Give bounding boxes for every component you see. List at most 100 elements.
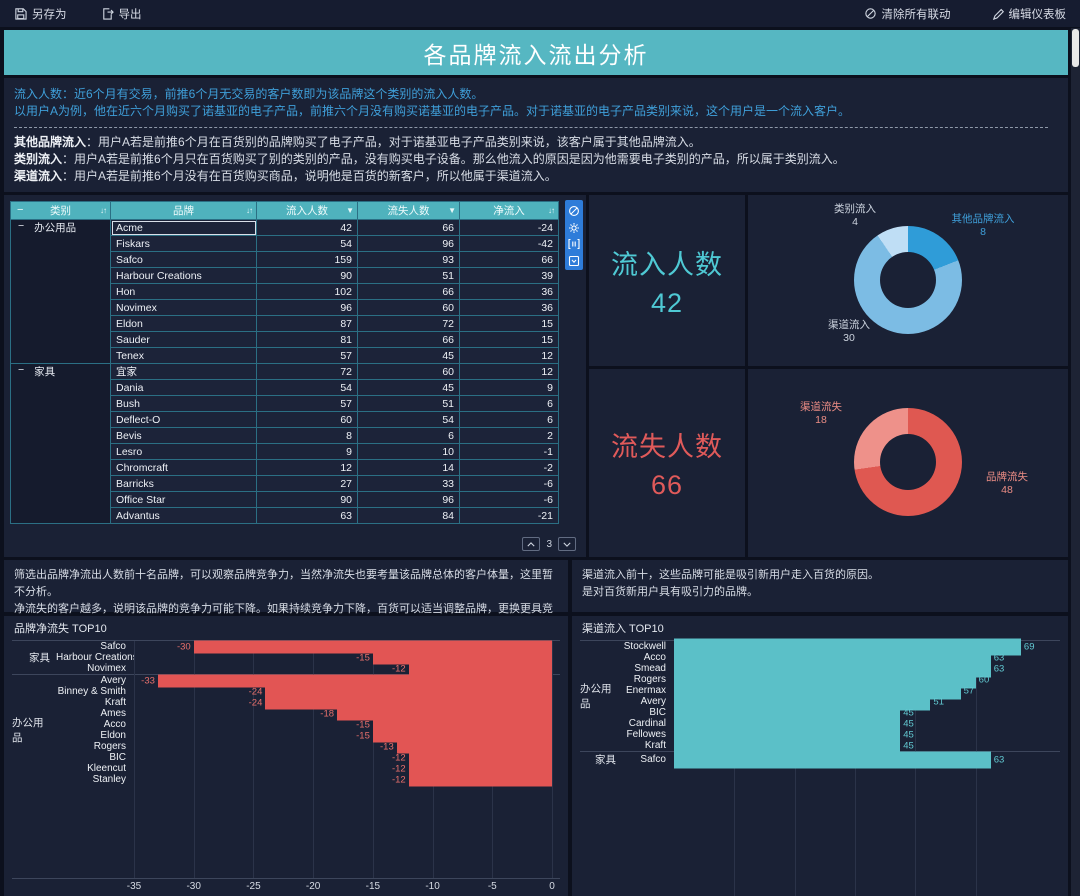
outflow-cell[interactable]: 96 xyxy=(357,491,460,508)
outflow-cell[interactable]: 66 xyxy=(357,283,460,300)
inflow-cell[interactable]: 102 xyxy=(256,283,358,300)
carousel-icon[interactable] xyxy=(568,237,580,250)
net-cell[interactable]: 36 xyxy=(459,299,559,316)
category-cell[interactable]: − 家具 xyxy=(10,363,111,524)
brand-cell[interactable]: Deflect-O xyxy=(110,411,257,428)
net-cell[interactable]: -6 xyxy=(459,475,559,492)
inflow-cell[interactable]: 72 xyxy=(256,363,358,380)
inflow-cell[interactable]: 96 xyxy=(256,299,358,316)
outflow-cell[interactable]: 6 xyxy=(357,427,460,444)
collapse-group-icon[interactable]: − xyxy=(18,364,25,377)
clear-selection-icon[interactable] xyxy=(568,204,580,217)
brand-cell[interactable]: Novimex xyxy=(110,299,257,316)
bar[interactable] xyxy=(408,773,552,786)
save-as-button[interactable]: 另存为 xyxy=(14,6,67,22)
inflow-cell[interactable]: 57 xyxy=(256,395,358,412)
outflow-cell[interactable]: 14 xyxy=(357,459,460,476)
inflow-cell[interactable]: 60 xyxy=(256,411,358,428)
inflow-cell[interactable]: 8 xyxy=(256,427,358,444)
net-cell[interactable]: -1 xyxy=(459,443,559,460)
inflow-cell[interactable]: 57 xyxy=(256,347,358,364)
brand-cell[interactable]: Barricks xyxy=(110,475,257,492)
brand-cell[interactable]: Chromcraft xyxy=(110,459,257,476)
inflow-cell[interactable]: 159 xyxy=(256,251,358,268)
outflow-cell[interactable]: 93 xyxy=(357,251,460,268)
outflow-cell[interactable]: 33 xyxy=(357,475,460,492)
bar[interactable] xyxy=(265,685,552,698)
bar[interactable] xyxy=(408,762,552,775)
bar[interactable] xyxy=(408,662,552,675)
outflow-cell[interactable]: 45 xyxy=(357,347,460,364)
inflow-cell[interactable]: 42 xyxy=(256,219,358,236)
inflow-cell[interactable]: 87 xyxy=(256,315,358,332)
inflow-cell[interactable]: 12 xyxy=(256,459,358,476)
outflow-cell[interactable]: 96 xyxy=(357,235,460,252)
inflow-cell[interactable]: 90 xyxy=(256,491,358,508)
outflow-donut-chart[interactable] xyxy=(854,408,962,516)
brand-cell[interactable]: 宜家 xyxy=(110,363,257,380)
inflow-cell[interactable]: 90 xyxy=(256,267,358,284)
brand-cell[interactable]: Harbour Creations xyxy=(110,267,257,284)
net-cell[interactable]: 39 xyxy=(459,267,559,284)
inflow-donut-chart[interactable] xyxy=(854,226,962,334)
inflow-cell[interactable]: 54 xyxy=(256,379,358,396)
inflow-cell[interactable]: 27 xyxy=(256,475,358,492)
net-cell[interactable]: 12 xyxy=(459,363,559,380)
outflow-cell[interactable]: 60 xyxy=(357,363,460,380)
outflow-cell[interactable]: 51 xyxy=(357,395,460,412)
filter-dropdown-icon[interactable]: ▼ xyxy=(448,206,456,215)
category-cell[interactable]: − 办公用品 xyxy=(10,219,111,364)
brand-cell[interactable]: Eldon xyxy=(110,315,257,332)
net-cell[interactable]: 9 xyxy=(459,379,559,396)
brand-cell[interactable]: Advantus xyxy=(110,507,257,524)
net-cell[interactable]: -21 xyxy=(459,507,559,524)
page-down-button[interactable] xyxy=(558,537,576,551)
net-cell[interactable]: -2 xyxy=(459,459,559,476)
net-cell[interactable]: 15 xyxy=(459,315,559,332)
outflow-cell[interactable]: 54 xyxy=(357,411,460,428)
brand-cell[interactable]: Office Star xyxy=(110,491,257,508)
net-cell[interactable]: -6 xyxy=(459,491,559,508)
export-button[interactable]: 导出 xyxy=(101,6,142,22)
net-cell[interactable]: 66 xyxy=(459,251,559,268)
outflow-cell[interactable]: 72 xyxy=(357,315,460,332)
brand-cell[interactable]: Acme xyxy=(110,219,257,236)
bar[interactable] xyxy=(372,651,552,664)
inflow-cell[interactable]: 81 xyxy=(256,331,358,348)
net-cell[interactable]: 6 xyxy=(459,411,559,428)
brand-cell[interactable]: Bevis xyxy=(110,427,257,444)
net-cell[interactable]: 15 xyxy=(459,331,559,348)
page-up-button[interactable] xyxy=(522,537,541,551)
brand-cell[interactable]: Tenex xyxy=(110,347,257,364)
net-cell[interactable]: -24 xyxy=(459,219,559,236)
bar[interactable] xyxy=(193,640,552,653)
outflow-cell[interactable]: 45 xyxy=(357,379,460,396)
header-net[interactable]: 净流入 ↓↑ xyxy=(459,201,559,220)
select-box-icon[interactable] xyxy=(568,254,580,266)
filter-dropdown-icon[interactable]: ▼ xyxy=(346,206,354,215)
clear-linkage-button[interactable]: 清除所有联动 xyxy=(864,6,951,22)
brand-cell[interactable]: Fiskars xyxy=(110,235,257,252)
net-cell[interactable]: 2 xyxy=(459,427,559,444)
inflow-cell[interactable]: 54 xyxy=(256,235,358,252)
bar[interactable] xyxy=(157,674,552,687)
outflow-cell[interactable]: 84 xyxy=(357,507,460,524)
edit-dashboard-button[interactable]: 编辑仪表板 xyxy=(991,6,1066,22)
brand-cell[interactable]: Safco xyxy=(110,251,257,268)
bar[interactable] xyxy=(674,737,901,754)
bar[interactable] xyxy=(408,751,552,764)
bar[interactable] xyxy=(372,718,552,731)
brand-cell[interactable]: Hon xyxy=(110,283,257,300)
brand-cell[interactable]: Sauder xyxy=(110,331,257,348)
bar[interactable] xyxy=(674,751,991,768)
outflow-cell[interactable]: 51 xyxy=(357,267,460,284)
header-brand[interactable]: 品牌 ↓↑ xyxy=(110,201,257,220)
net-cell[interactable]: 6 xyxy=(459,395,559,412)
outflow-cell[interactable]: 66 xyxy=(357,331,460,348)
inflow-cell[interactable]: 9 xyxy=(256,443,358,460)
brand-cell[interactable]: Lesro xyxy=(110,443,257,460)
net-cell[interactable]: 36 xyxy=(459,283,559,300)
outflow-cell[interactable]: 60 xyxy=(357,299,460,316)
sort-icon[interactable]: ↓↑ xyxy=(100,206,107,215)
bar[interactable] xyxy=(372,729,552,742)
